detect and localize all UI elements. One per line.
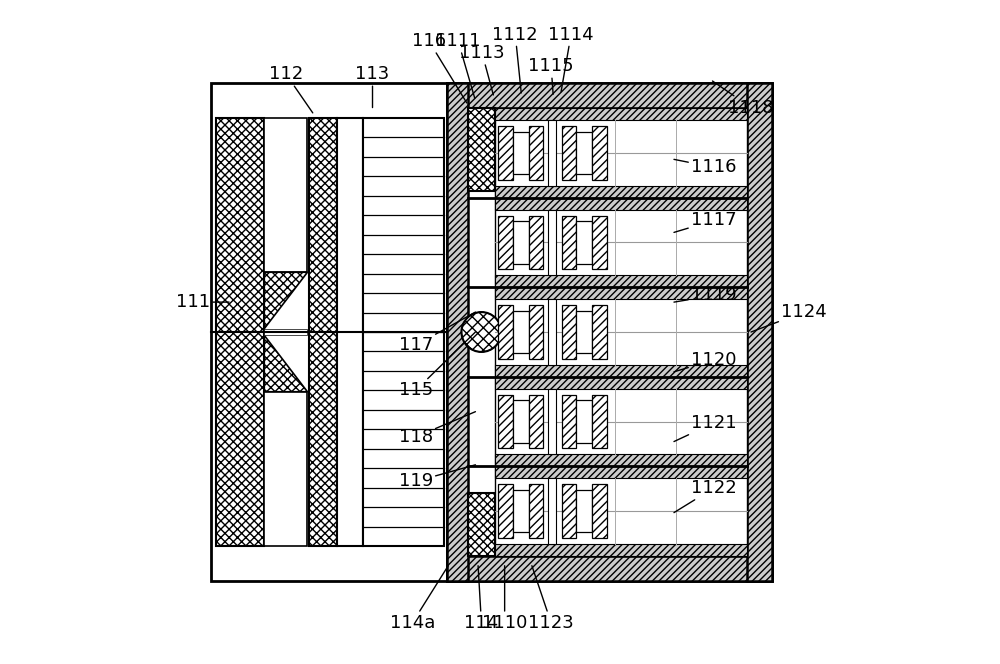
Bar: [562, 305, 576, 359]
Text: 116: 116: [412, 32, 467, 103]
Bar: [529, 305, 543, 359]
Bar: [495, 365, 747, 376]
Bar: [592, 305, 607, 359]
Bar: [468, 493, 495, 556]
Circle shape: [461, 312, 501, 352]
Bar: [529, 394, 543, 448]
Bar: [513, 489, 529, 533]
Bar: [747, 83, 772, 581]
Bar: [447, 83, 772, 581]
Bar: [592, 126, 607, 180]
Text: 1111: 1111: [435, 32, 481, 98]
Bar: [216, 118, 264, 546]
Bar: [498, 216, 513, 270]
Bar: [495, 466, 747, 478]
Bar: [513, 221, 529, 264]
Text: 1123: 1123: [528, 566, 574, 632]
Text: 111: 111: [176, 293, 229, 311]
Bar: [529, 216, 543, 270]
Bar: [495, 466, 747, 556]
Bar: [495, 108, 747, 198]
Bar: [495, 198, 747, 288]
Polygon shape: [264, 392, 307, 546]
Polygon shape: [264, 118, 307, 272]
Text: 1119: 1119: [674, 286, 737, 305]
Bar: [592, 216, 607, 270]
Bar: [529, 126, 543, 180]
Bar: [337, 118, 363, 546]
Text: 1116: 1116: [674, 158, 737, 177]
Bar: [562, 126, 576, 180]
Bar: [309, 118, 337, 546]
Polygon shape: [264, 272, 307, 329]
Bar: [498, 394, 513, 448]
Bar: [592, 394, 607, 448]
Text: 119: 119: [399, 465, 475, 491]
Bar: [495, 198, 747, 210]
Bar: [363, 118, 444, 546]
Bar: [447, 83, 772, 108]
Text: 1120: 1120: [674, 351, 737, 372]
Bar: [576, 489, 592, 533]
Text: 1113: 1113: [459, 44, 505, 95]
Bar: [548, 478, 556, 544]
Bar: [576, 400, 592, 443]
Text: 1117: 1117: [674, 211, 737, 232]
Bar: [576, 311, 592, 353]
Bar: [562, 484, 576, 538]
Text: 114a: 114a: [390, 566, 448, 632]
Bar: [513, 311, 529, 353]
Bar: [495, 544, 747, 556]
Bar: [548, 120, 556, 186]
Bar: [548, 210, 556, 276]
Text: 1114: 1114: [548, 25, 594, 92]
Bar: [495, 108, 747, 120]
Bar: [548, 388, 556, 454]
Text: 1118: 1118: [712, 81, 774, 117]
Text: 117: 117: [399, 312, 475, 355]
Bar: [576, 131, 592, 175]
Bar: [529, 484, 543, 538]
Bar: [592, 484, 607, 538]
Text: 1121: 1121: [674, 414, 737, 442]
Bar: [498, 126, 513, 180]
Bar: [498, 305, 513, 359]
Bar: [211, 83, 447, 581]
Bar: [495, 288, 747, 376]
Bar: [513, 400, 529, 443]
Text: 118: 118: [399, 412, 475, 446]
Bar: [495, 186, 747, 198]
Text: 114: 114: [464, 566, 499, 632]
Text: 113: 113: [355, 65, 390, 108]
Polygon shape: [264, 335, 307, 392]
Bar: [495, 376, 747, 388]
Text: 1115: 1115: [528, 57, 574, 94]
Bar: [513, 131, 529, 175]
Bar: [447, 556, 772, 581]
Text: 112: 112: [269, 65, 313, 113]
Text: 1110: 1110: [482, 566, 527, 632]
Bar: [495, 454, 747, 466]
Bar: [562, 394, 576, 448]
Text: 1112: 1112: [492, 25, 538, 93]
Bar: [495, 288, 747, 299]
Bar: [495, 376, 747, 466]
Bar: [264, 329, 307, 335]
Text: 115: 115: [399, 332, 475, 400]
Bar: [447, 83, 468, 581]
Bar: [468, 108, 495, 191]
Bar: [576, 221, 592, 264]
Text: 1122: 1122: [674, 479, 737, 513]
Bar: [498, 484, 513, 538]
Text: 1124: 1124: [751, 303, 827, 332]
Bar: [562, 216, 576, 270]
Bar: [548, 299, 556, 365]
Bar: [495, 276, 747, 288]
